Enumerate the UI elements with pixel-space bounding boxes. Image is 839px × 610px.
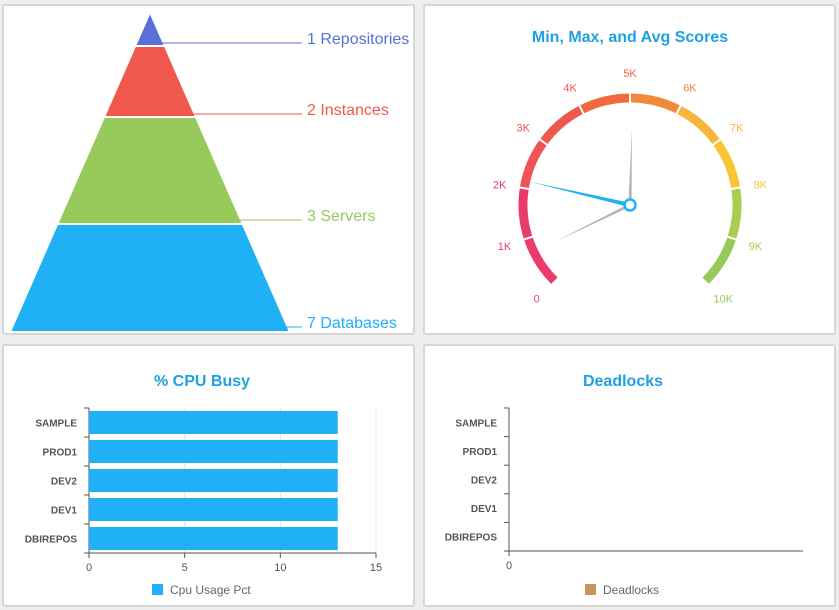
gauge-arc-segment bbox=[579, 93, 631, 114]
bar[interactable] bbox=[89, 498, 338, 521]
cpu-legend-swatch[interactable] bbox=[152, 584, 163, 595]
category-label: SAMPLE bbox=[35, 419, 77, 430]
cpu-category-labels: SAMPLE PROD1 DEV2 DEV1 DBIREPOS bbox=[25, 419, 78, 546]
pyramid-label-instances: 2 Instances bbox=[307, 102, 389, 119]
gauge-segment-divider bbox=[675, 104, 682, 116]
cpu-busy-chart: % CPU Busy SAMPLE PROD1 DEV2 DEV1 DBIREPOS 0… bbox=[25, 373, 382, 597]
gauge-tick-labels: 0 1K 2K 3K 4K 5K 6K 7K 8K 9K 10K bbox=[493, 68, 768, 305]
gauge-tick-label: 0 bbox=[534, 293, 540, 305]
x-tick-label: 0 bbox=[506, 560, 512, 572]
gauge-tick-label: 10K bbox=[714, 293, 734, 305]
category-label: PROD1 bbox=[463, 447, 498, 458]
gauge-tick-label: 4K bbox=[563, 82, 577, 94]
category-label: DEV2 bbox=[51, 477, 78, 488]
pyramid-label-repositories: 1 Repositories bbox=[307, 31, 409, 48]
gauge-needle-max bbox=[628, 128, 632, 206]
deadlocks-axes bbox=[504, 407, 803, 556]
gauge-tick-label: 6K bbox=[683, 82, 697, 94]
bar[interactable] bbox=[89, 527, 338, 550]
gauge-arc-segment bbox=[676, 105, 721, 145]
x-tick-label: 0 bbox=[86, 562, 92, 574]
pyramid-segment-instances[interactable] bbox=[102, 45, 198, 118]
gauge-segment-divider bbox=[522, 235, 534, 241]
gauge-panel: Min, Max, and Avg Scores 0 1K 2K 3K 4K 5K 6K 7K… bbox=[423, 4, 836, 335]
gauge-title: Min, Max, and Avg Scores bbox=[532, 29, 728, 46]
gauge-segment-divider bbox=[711, 138, 722, 147]
gauge-segment-divider bbox=[726, 235, 738, 241]
category-label: DEV1 bbox=[471, 504, 498, 515]
gauge-arc-segment bbox=[523, 236, 558, 284]
x-tick-label: 15 bbox=[370, 562, 382, 574]
pyramid-segment-databases[interactable] bbox=[8, 223, 292, 333]
gauge-tick-label: 7K bbox=[730, 122, 744, 134]
gauge-tick-label: 2K bbox=[493, 179, 507, 191]
gauge-arc-segment bbox=[539, 105, 584, 145]
gauge-arc-group bbox=[518, 92, 742, 284]
gauge-arc-segment bbox=[712, 139, 741, 190]
gauge-segment-divider bbox=[518, 186, 530, 191]
gauge-chart: Min, Max, and Avg Scores 0 1K 2K 3K 4K 5K 6K 7K… bbox=[493, 29, 768, 305]
gauge-tick-label: 8K bbox=[754, 179, 768, 191]
deadlocks-category-labels: SAMPLE PROD1 DEV2 DEV1 DBIREPOS bbox=[445, 418, 498, 543]
gauge-arc-segment bbox=[519, 139, 548, 190]
cpu-tick-labels: 0 5 10 15 bbox=[86, 553, 382, 574]
gauge-tick-label: 3K bbox=[516, 122, 530, 134]
x-tick-label: 5 bbox=[182, 562, 188, 574]
pyramid-label-servers: 3 Servers bbox=[307, 208, 375, 225]
category-label: SAMPLE bbox=[455, 418, 497, 429]
deadlocks-panel: Deadlocks SAMPLE PROD1 DEV2 DEV1 DBIREPOS 0 … bbox=[423, 344, 836, 607]
pyramid-panel: 1 Repositories 2 Instances 3 Servers 7 D… bbox=[2, 4, 415, 335]
gauge-tick-label: 9K bbox=[749, 241, 763, 253]
gauge-tick-label: 5K bbox=[623, 68, 637, 80]
x-tick-label: 10 bbox=[274, 562, 286, 574]
gauge-segment-divider bbox=[538, 138, 549, 147]
cpu-legend-label[interactable]: Cpu Usage Pct bbox=[170, 583, 251, 597]
category-label: DBIREPOS bbox=[445, 533, 498, 544]
bar[interactable] bbox=[89, 411, 338, 434]
gauge-arc-segment bbox=[727, 187, 742, 240]
gauge-segment-divider bbox=[730, 186, 742, 191]
bar[interactable] bbox=[89, 440, 338, 463]
pyramid-segment-repositories[interactable] bbox=[133, 9, 167, 47]
category-label: DBIREPOS bbox=[25, 535, 78, 546]
gauge-arc-segment bbox=[702, 236, 737, 284]
gauge-needle-min bbox=[554, 203, 631, 242]
deadlocks-legend-swatch[interactable] bbox=[585, 584, 596, 595]
cpu-bars bbox=[89, 411, 338, 550]
category-label: DEV1 bbox=[51, 506, 78, 517]
gauge-needle-hub bbox=[623, 198, 637, 212]
pyramid-label-databases: 7 Databases bbox=[307, 315, 397, 332]
gauge-needle-avg bbox=[528, 181, 631, 208]
deadlocks-tick-labels: 0 bbox=[506, 560, 512, 572]
gauge-segment-divider bbox=[578, 104, 585, 116]
category-label: DEV2 bbox=[471, 476, 498, 487]
gauge-needles bbox=[528, 128, 637, 242]
cpu-busy-panel: % CPU Busy SAMPLE PROD1 DEV2 DEV1 DBIREPOS 0… bbox=[2, 344, 415, 607]
deadlocks-legend-label[interactable]: Deadlocks bbox=[603, 583, 659, 597]
bar[interactable] bbox=[89, 469, 338, 492]
cpu-busy-title: % CPU Busy bbox=[154, 373, 250, 390]
gauge-tick-label: 1K bbox=[498, 241, 512, 253]
pyramid-chart: 1 Repositories 2 Instances 3 Servers 7 D… bbox=[8, 9, 409, 333]
pyramid-segment-servers[interactable] bbox=[55, 116, 245, 225]
gauge-arc-segment bbox=[629, 93, 681, 114]
gauge-arc-segment bbox=[518, 187, 533, 240]
category-label: PROD1 bbox=[43, 448, 78, 459]
deadlocks-title: Deadlocks bbox=[583, 373, 663, 390]
